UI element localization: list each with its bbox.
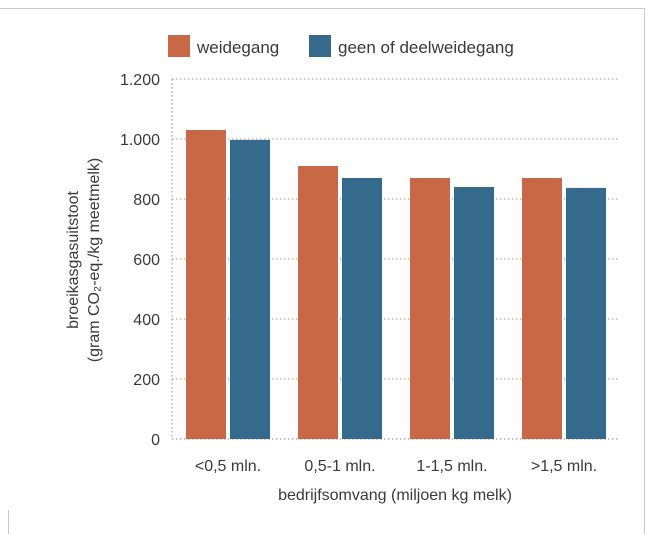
- y-tick-label: 200: [133, 372, 160, 389]
- bar-geen-of-deelweidegang-3: [566, 187, 606, 439]
- legend-swatch-weidegang: [168, 35, 190, 57]
- x-tick-label: >1,5 mln.: [531, 458, 597, 475]
- bar-weidegang-3: [522, 178, 562, 439]
- y-axis-label-line2: (gram CO₂-eq./kg meetmelk): [86, 158, 103, 362]
- x-axis-label: bedrijfsomvang (miljoen kg melk): [278, 487, 512, 504]
- bar-geen-of-deelweidegang-1: [342, 178, 382, 439]
- x-tick-label: 1-1,5 mln.: [416, 458, 487, 475]
- frame-top-border: [0, 8, 645, 9]
- y-tick-label: 1.200: [120, 72, 160, 89]
- x-axis-ticks: <0,5 mln. 0,5-1 mln. 1-1,5 mln. >1,5 mln.: [195, 458, 597, 475]
- legend-label-weidegang: weidegang: [196, 38, 279, 57]
- legend: weidegang geen of deelweidegang: [168, 35, 514, 57]
- y-axis-label-line1: broeikasgasuitstoot: [65, 191, 82, 329]
- y-tick-label: 600: [133, 252, 160, 269]
- y-tick-label: 0: [151, 432, 160, 449]
- frame-right-border: [644, 8, 645, 534]
- legend-swatch-geen-of-deelweidegang: [309, 35, 331, 57]
- y-tick-label: 800: [133, 192, 160, 209]
- bar-weidegang-0: [186, 130, 226, 439]
- legend-label-geen-of-deelweidegang: geen of deelweidegang: [338, 38, 514, 57]
- bar-geen-of-deelweidegang-2: [454, 187, 494, 439]
- y-tick-label: 1.000: [120, 132, 160, 149]
- frame-left-border: [8, 510, 9, 534]
- y-tick-label: 400: [133, 312, 160, 329]
- x-tick-label: 0,5-1 mln.: [304, 458, 375, 475]
- bar-geen-of-deelweidegang-0: [230, 139, 270, 439]
- bars: [186, 130, 606, 439]
- x-tick-label: <0,5 mln.: [195, 458, 261, 475]
- bar-weidegang-2: [410, 178, 450, 439]
- y-axis-ticks: 0 200 400 600 800 1.000 1.200: [120, 72, 160, 449]
- bar-weidegang-1: [298, 166, 338, 439]
